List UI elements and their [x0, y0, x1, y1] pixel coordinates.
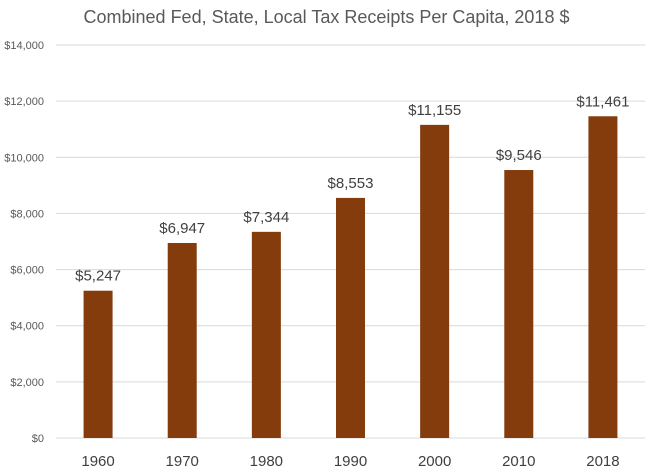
y-tick-label: $0: [32, 433, 44, 445]
x-tick-label: 1990: [334, 453, 367, 470]
x-tick-label: 2010: [502, 453, 535, 470]
data-label: $7,344: [243, 209, 289, 226]
bar-1970: [167, 242, 197, 438]
chart-title: Combined Fed, State, Local Tax Receipts …: [83, 7, 570, 27]
x-tick-label: 1960: [81, 453, 114, 470]
x-tick-label: 2018: [586, 453, 619, 470]
data-label: $9,546: [496, 147, 542, 164]
y-tick-label: $4,000: [10, 321, 44, 333]
bar-1990: [336, 197, 365, 438]
bar-1980: [251, 231, 281, 438]
data-label: $8,553: [328, 175, 374, 192]
y-tick-label: $2,000: [10, 377, 44, 389]
y-tick-label: $6,000: [10, 265, 44, 277]
y-tick-label: $14,000: [4, 40, 44, 52]
x-tick-label: 1980: [250, 453, 283, 470]
bar-2010: [504, 170, 534, 438]
bar-2018: [588, 116, 618, 439]
y-tick-label: $10,000: [4, 152, 44, 164]
bar-2000: [420, 124, 450, 438]
data-label: $6,947: [159, 220, 205, 237]
x-tick-label: 1970: [166, 453, 199, 470]
y-tick-label: $8,000: [10, 208, 44, 220]
y-tick-label: $12,000: [4, 96, 44, 108]
x-tick-label: 2000: [418, 453, 451, 470]
data-label: $11,461: [576, 93, 629, 110]
data-label: $5,247: [75, 268, 121, 285]
data-label: $11,155: [408, 102, 461, 119]
bar-1960: [83, 290, 113, 438]
